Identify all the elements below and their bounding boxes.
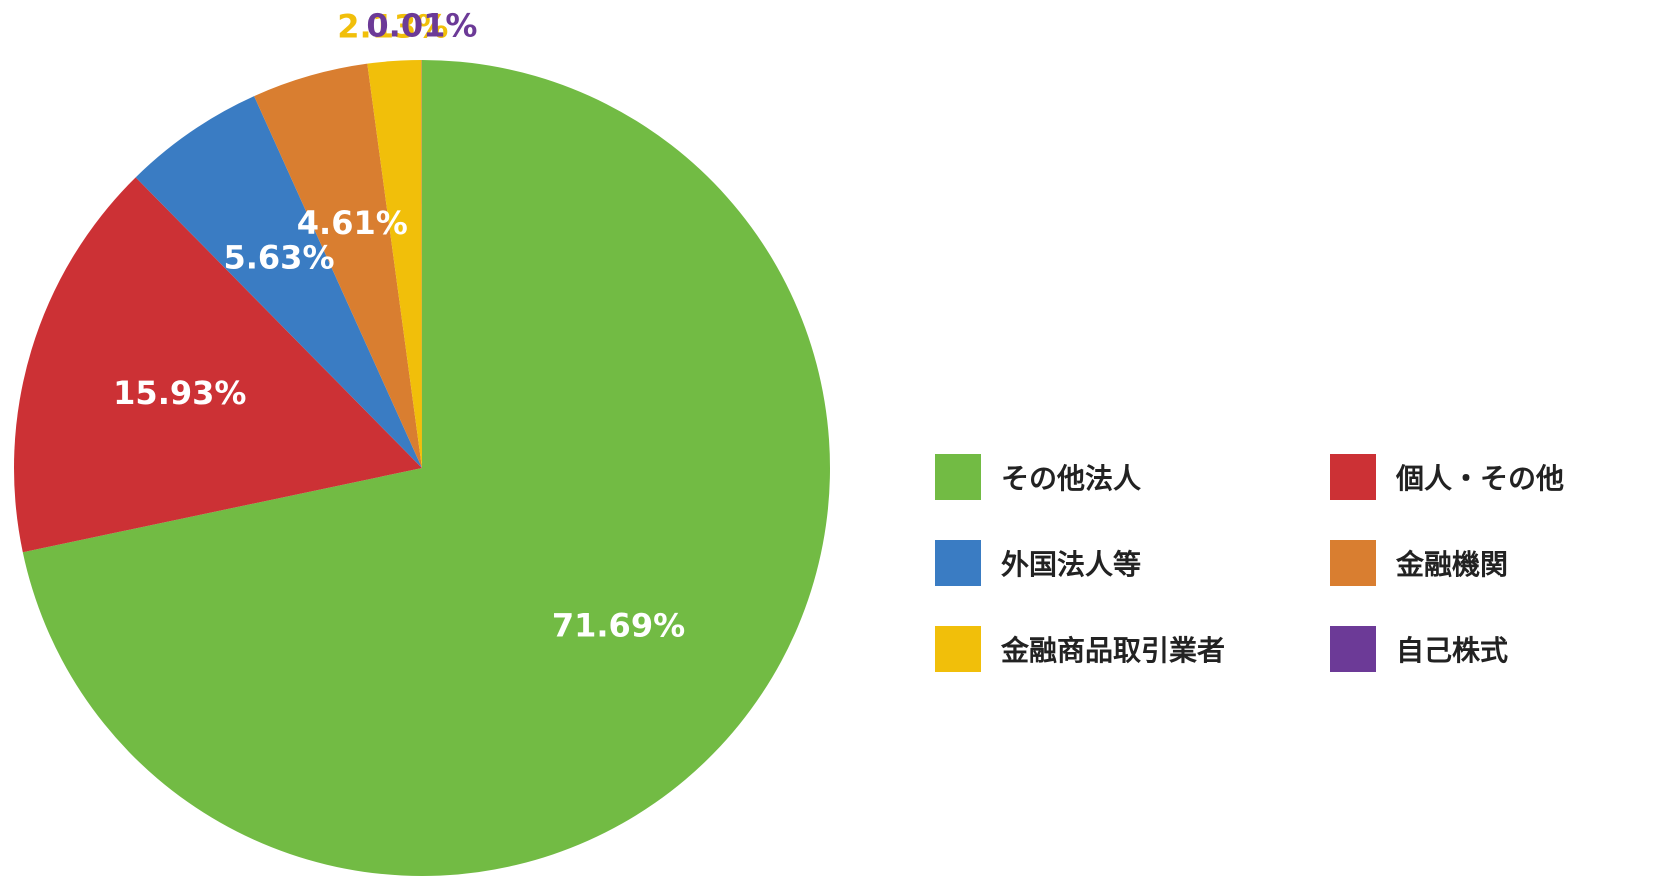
legend-item: その他法人 [935, 454, 1330, 500]
legend-swatch [935, 626, 981, 672]
legend-swatch [1330, 540, 1376, 586]
pie-slice-label: 15.93% [113, 374, 246, 412]
legend-swatch [935, 540, 981, 586]
legend-label: 個人・その他 [1396, 462, 1565, 495]
legend-item: 個人・その他 [1330, 454, 1630, 500]
pie-slice-label: 5.63% [223, 238, 334, 276]
legend-label: 外国法人等 [1001, 548, 1142, 581]
pie-labels: 71.69% 15.93% 5.63%4.61% 2.13%0.01% [113, 7, 685, 645]
legend-swatch [1330, 626, 1376, 672]
legend-swatch [1330, 454, 1376, 500]
pie-slice-label: 0.01% [366, 7, 477, 45]
legend-label: 金融機関 [1396, 548, 1509, 581]
legend-item: 金融商品取引業者 [935, 626, 1330, 672]
pie-slice [13, 177, 422, 553]
pie-slice [367, 60, 422, 468]
legend-label: 金融商品取引業者 [1001, 634, 1226, 667]
pie-slice [22, 60, 830, 876]
pie-slices [13, 59, 830, 876]
legend-item: 自己株式 [1330, 626, 1630, 672]
legend-item: 金融機関 [1330, 540, 1630, 586]
pie-slice-label: 71.69% [552, 606, 685, 644]
legend-swatch [935, 454, 981, 500]
legend-label: その他法人 [1001, 462, 1142, 495]
legend-item: 外国法人等 [935, 540, 1330, 586]
pie-slice [254, 63, 422, 469]
pie-slice [135, 96, 422, 469]
pie-slice-label: 2.13% [337, 8, 448, 46]
pie-slice-label: 4.61% [297, 204, 408, 242]
chart-legend: その他法人 個人・その他外国法人等 金融機関金融商品取引業者 自己株式 [935, 454, 1635, 672]
legend-label: 自己株式 [1396, 634, 1509, 667]
